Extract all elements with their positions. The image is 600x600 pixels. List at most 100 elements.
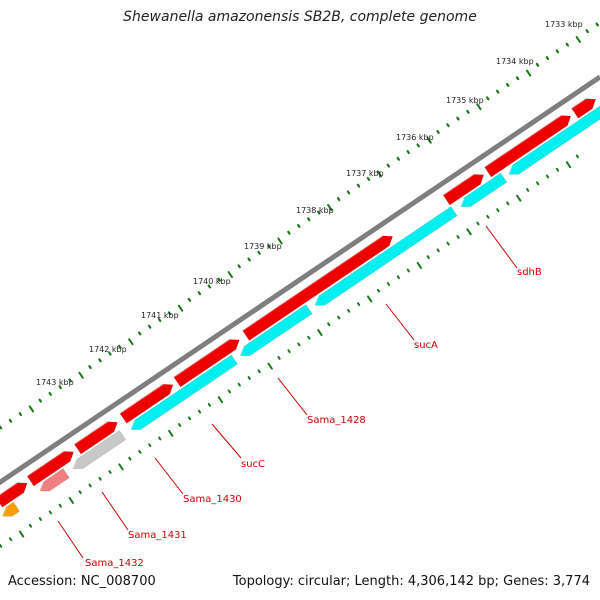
inner-major-tick	[267, 362, 273, 370]
gene-arrow-succ[interactable]	[130, 354, 238, 430]
minor-tick	[346, 190, 351, 195]
inner-minor-tick	[555, 167, 560, 172]
gene-arrow-orange[interactable]	[1, 501, 20, 517]
gene-arrow-red[interactable]	[442, 174, 485, 206]
gene-arrow-highlight	[26, 450, 64, 477]
gene-arrow-highlight	[314, 295, 320, 306]
inner-minor-tick	[48, 510, 52, 515]
minor-tick	[197, 291, 202, 296]
minor-tick	[317, 210, 321, 215]
tick-label: 1738 kbp	[296, 206, 334, 215]
inner-major-tick	[366, 295, 373, 303]
inner-major-tick	[466, 228, 472, 236]
gene-label-suca[interactable]: sucA	[414, 340, 438, 351]
tick-label: 1737 kbp	[346, 169, 384, 178]
inner-minor-tick	[436, 248, 440, 253]
inner-major-tick	[516, 194, 522, 202]
major-tick	[327, 203, 333, 211]
tick-label: 1741 kbp	[141, 311, 179, 320]
inner-minor-tick	[347, 308, 351, 313]
inner-major-tick	[565, 161, 572, 169]
gene-arrow-red[interactable]	[26, 451, 74, 487]
minor-tick	[8, 418, 13, 423]
leader-line	[57, 520, 84, 559]
gene-label-sama-1431[interactable]: Sama_1431	[128, 530, 187, 541]
tick-label: 1739 kbp	[244, 242, 282, 251]
inner-minor-tick	[187, 416, 192, 421]
inner-minor-tick	[58, 503, 62, 508]
major-tick	[277, 237, 283, 245]
major-tick	[476, 103, 482, 111]
gene-arrow-highlight	[173, 338, 230, 378]
minor-tick	[247, 257, 251, 262]
inner-minor-tick	[108, 470, 112, 474]
gene-arrow-sdhb[interactable]	[460, 172, 508, 208]
tick-label: 1736 kbp	[396, 133, 434, 142]
inner-minor-tick	[545, 174, 550, 179]
gene-arrow-red[interactable]	[242, 235, 393, 341]
gene-arrow-red[interactable]	[484, 115, 572, 178]
gene-arrows	[0, 98, 600, 517]
gene-arrow-red[interactable]	[0, 482, 28, 508]
major-tick	[575, 36, 582, 43]
minor-tick	[555, 49, 560, 54]
backbone-line	[0, 74, 600, 486]
minor-tick	[466, 109, 470, 114]
minor-tick	[436, 129, 440, 134]
gene-label-sama-1428[interactable]: Sama_1428	[307, 415, 366, 426]
gene-arrow-red[interactable]	[173, 339, 240, 388]
leader-line	[101, 491, 129, 531]
inner-minor-tick	[227, 389, 231, 394]
gene-label-succ[interactable]: sucC	[241, 459, 265, 470]
minor-tick	[565, 42, 570, 47]
inner-minor-tick	[207, 402, 212, 407]
inner-minor-tick	[446, 241, 450, 246]
map-title: Shewanella amazonensis SB2B, complete ge…	[123, 9, 477, 25]
gene-arrow-highlight	[508, 164, 513, 175]
inner-minor-tick	[148, 443, 152, 448]
inner-minor-tick	[277, 355, 281, 360]
minor-tick	[535, 62, 540, 67]
gene-arrow-cyan[interactable]	[508, 100, 600, 175]
inner-minor-tick	[535, 181, 540, 186]
gene-arrow-suca[interactable]	[314, 206, 458, 306]
minor-tick	[456, 116, 460, 121]
minor-tick	[585, 29, 589, 34]
major-tick	[525, 69, 532, 77]
gene-arrow-red[interactable]	[571, 98, 597, 119]
minor-tick	[147, 324, 152, 329]
minor-tick	[446, 123, 450, 128]
inner-minor-tick	[486, 214, 490, 219]
inner-minor-tick	[307, 335, 311, 340]
gene-arrow-highlight	[130, 420, 136, 430]
gene-label-sdhb[interactable]: sdhB	[517, 267, 542, 278]
minor-tick	[267, 244, 271, 249]
minor-tick	[307, 217, 311, 222]
gene-arrow-highlight	[459, 197, 465, 208]
gene-arrow-sama-1428[interactable]	[239, 304, 313, 356]
minor-tick	[18, 412, 23, 417]
leader-line	[277, 377, 308, 416]
inner-minor-tick	[28, 523, 33, 528]
gene-arrow-red[interactable]	[119, 383, 174, 424]
minor-tick	[167, 311, 172, 316]
gene-arrow-highlight	[484, 114, 562, 168]
minor-tick	[505, 82, 510, 87]
gene-arrow-highlight	[242, 235, 384, 332]
minor-tick	[108, 351, 112, 356]
tick-label: 1734 kbp	[496, 57, 534, 66]
minor-tick	[237, 264, 241, 269]
gene-arrow-sama-1431[interactable]	[72, 430, 127, 470]
tick-label: 1740 kbp	[193, 277, 231, 286]
gene-label-sama-1430[interactable]: Sama_1430	[183, 494, 242, 505]
gene-arrow-red[interactable]	[73, 421, 118, 455]
inner-minor-tick	[356, 302, 361, 307]
gene-label-sama-1432[interactable]: Sama_1432	[85, 558, 144, 569]
leader-line	[154, 457, 184, 495]
inner-minor-tick	[386, 282, 391, 286]
gene-arrow-sama-1432[interactable]	[39, 468, 70, 492]
inner-minor-tick	[78, 490, 82, 495]
minor-tick	[545, 56, 550, 61]
gene-arrow-highlight	[119, 383, 164, 414]
